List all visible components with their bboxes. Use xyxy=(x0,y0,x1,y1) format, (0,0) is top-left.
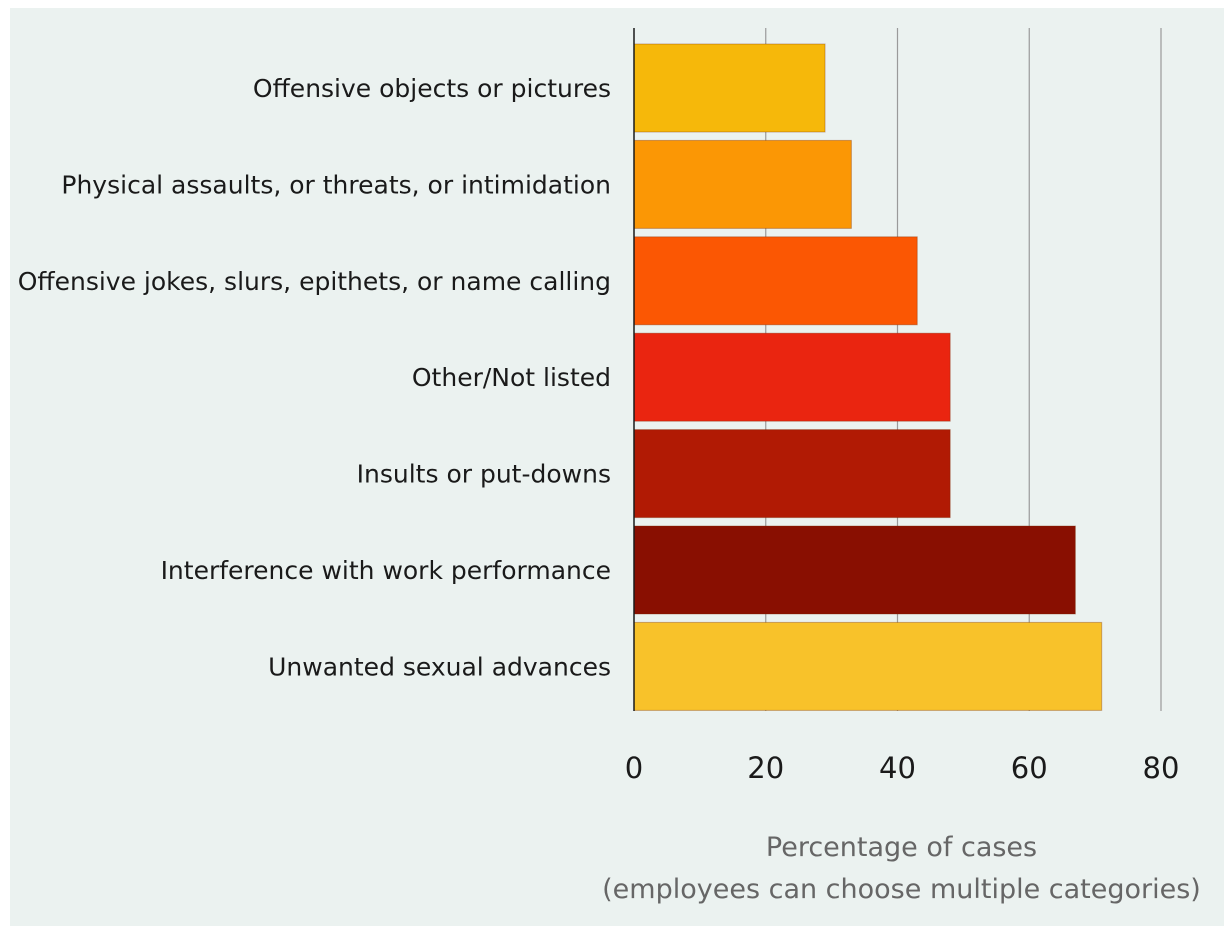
x-tick-label: 60 xyxy=(1011,751,1048,785)
category-label: Interference with work performance xyxy=(161,556,611,585)
bar xyxy=(633,139,852,229)
category-label: Physical assaults, or threats, or intimi… xyxy=(61,170,611,199)
x-axis-title-line1: Percentage of cases xyxy=(766,832,1037,863)
chart-container: Offensive objects or pictures Physical as… xyxy=(10,8,1224,926)
bar xyxy=(633,43,826,133)
category-label: Other/Not listed xyxy=(412,363,611,392)
bar xyxy=(633,429,951,519)
bar xyxy=(633,525,1076,615)
bar xyxy=(633,332,951,422)
category-label: Offensive jokes, slurs, epithets, or nam… xyxy=(18,267,611,296)
x-tick-label: 80 xyxy=(1143,751,1180,785)
x-tick-label: 20 xyxy=(747,751,784,785)
category-labels: Offensive objects or pictures Physical as… xyxy=(18,74,611,681)
x-tick-label: 40 xyxy=(879,751,916,785)
bar xyxy=(633,621,1103,711)
bar xyxy=(633,236,918,326)
category-label: Unwanted sexual advances xyxy=(268,652,611,681)
x-axis-title-line2: (employees can choose multiple categorie… xyxy=(602,874,1201,905)
bars xyxy=(633,43,1103,711)
category-label: Insults or put-downs xyxy=(357,460,611,489)
category-label: Offensive objects or pictures xyxy=(253,74,611,103)
x-tick-label: 0 xyxy=(625,751,643,785)
x-tick-labels: 0 20 40 60 80 xyxy=(625,751,1180,785)
bar-chart: Offensive objects or pictures Physical as… xyxy=(18,28,1201,905)
